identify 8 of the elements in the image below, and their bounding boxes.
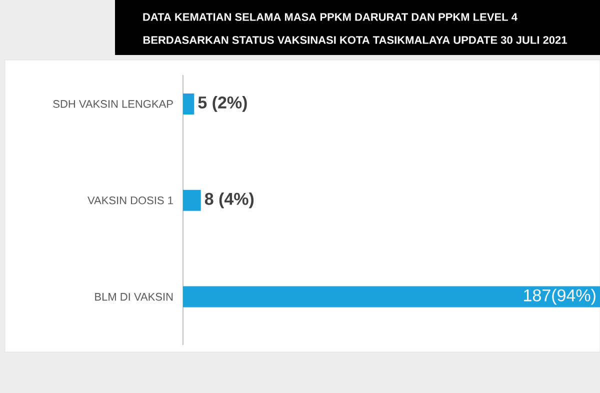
data-label: 8 (4%) bbox=[204, 192, 254, 208]
data-label: 5 (2%) bbox=[198, 96, 247, 112]
chart-subtitle: BERDASARKAN STATUS VAKSINASI KOTA TASIKMALAYA UPDATE 30 JULI 2021 bbox=[143, 36, 567, 44]
chart-title: DATA KEMATIAN SELAMA MASA PPKM DARURAT DAN PPKM LEVEL 4 bbox=[143, 13, 518, 21]
y-tick-label: BLM DI VAKSIN bbox=[95, 292, 173, 301]
data-label: 187(94%) bbox=[524, 288, 596, 305]
y-tick-label: VAKSIN DOSIS 1 bbox=[88, 196, 173, 204]
y-tick-label: SDH VAKSIN LENGKAP bbox=[53, 100, 173, 108]
